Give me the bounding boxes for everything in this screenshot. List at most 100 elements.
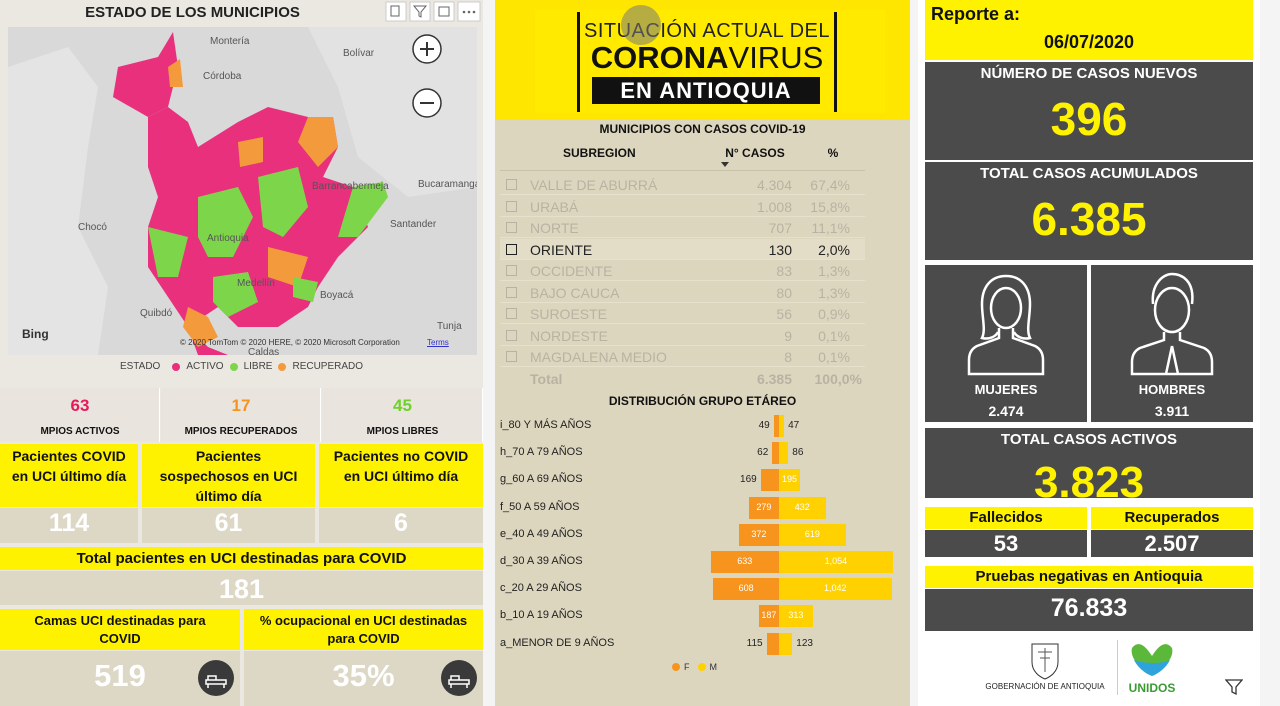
kpi-value: 3.823 [1033, 458, 1145, 507]
icu-card-bg [0, 508, 138, 543]
expand-icon[interactable] [506, 200, 517, 212]
bar [779, 632, 793, 655]
close-overlay[interactable] [621, 5, 661, 45]
value-label: 123 [796, 637, 813, 649]
toolbar[interactable] [385, 1, 482, 23]
map[interactable]: Montería Córdoba Bolívar Bucaramanga Barranc… [8, 27, 477, 355]
kpi-value: 6.385 [1031, 193, 1147, 245]
row-pct: 0,1% [818, 349, 850, 365]
map-shapes [8, 27, 477, 355]
beds-card [0, 609, 240, 650]
report-header [925, 0, 1253, 60]
value-label: 115 [746, 637, 763, 649]
legend-label: LIBRE [243, 361, 273, 372]
bar [710, 551, 779, 573]
category-label: c_20 A 29 AÑOS [500, 582, 582, 595]
map-legend: ESTADO ACTIVO LIBRE RECUPERADO [0, 361, 483, 372]
filter-icon[interactable] [1224, 678, 1244, 696]
icu-card-bg [319, 508, 483, 543]
table-row [500, 260, 865, 281]
legend-label: RECUPERADO [292, 361, 364, 372]
beds-card [244, 609, 483, 650]
gender-title: MUJERES [974, 382, 1038, 397]
map-attribution: © 2020 TomTom © 2020 HERE, © 2020 Micros… [180, 338, 400, 347]
icu-total [0, 547, 483, 570]
zoom-in[interactable] [411, 33, 443, 65]
table-row [500, 346, 865, 367]
row-cases: 130 [768, 241, 792, 258]
expand-icon[interactable] [506, 351, 517, 362]
row-name: BAJO CAUCA [530, 284, 620, 301]
expand-icon[interactable] [506, 286, 517, 298]
value-label: 432 [794, 501, 810, 512]
report-label: Reporte a: [931, 4, 1021, 24]
value-label: 372 [751, 528, 767, 539]
expand-icon[interactable] [506, 308, 517, 319]
beds-title: % ocupacional en UCI destinadas para COV… [259, 613, 468, 646]
expand-icon[interactable] [506, 265, 517, 276]
icu-card [0, 444, 138, 507]
logo-unidos: UNIDOS [1128, 681, 1176, 695]
bar [779, 605, 813, 628]
gender-value: 2.474 [988, 403, 1024, 419]
legend-label: ACTIVO [186, 361, 224, 372]
bar [738, 523, 779, 546]
bar [779, 551, 893, 573]
value-label: 619 [804, 528, 820, 539]
table-row [500, 282, 865, 303]
count-value: 17 [231, 396, 251, 415]
category-label: h_70 A 79 AÑOS [500, 446, 583, 459]
expand-icon[interactable] [506, 179, 517, 190]
expand-icon[interactable] [506, 243, 517, 255]
gender-title: HOMBRES [1138, 382, 1206, 397]
bed-icon [441, 660, 477, 696]
bed-icon [198, 660, 234, 696]
kpi-title: TOTAL CASOS ACUMULADOS [980, 165, 1198, 182]
bar [779, 578, 892, 601]
table-title: MUNICIPIOS CON CASOS COVID-19 [599, 122, 806, 136]
gender-box [1091, 265, 1253, 422]
sort-arrow [721, 162, 729, 167]
value-label: 279 [756, 501, 772, 512]
logo-government: GOBERNACIÓN DE ANTIOQUIA [985, 682, 1105, 691]
bar [772, 442, 779, 465]
category-label: a_MENOR DE 9 AÑOS [500, 636, 615, 649]
row-cases: 4.304 [756, 177, 792, 193]
map-label: Montería [210, 36, 250, 47]
table-header-rule [500, 170, 865, 171]
icu-card-value: 61 [214, 509, 243, 537]
icu-card [319, 444, 483, 507]
banner-rule [577, 12, 580, 112]
tests-box [925, 589, 1253, 631]
map-label: Bucaramanga [418, 179, 477, 190]
legend-dot [697, 663, 706, 671]
kpi-box [925, 162, 1253, 260]
crest-icon [1028, 640, 1062, 680]
beds-value: 35% [332, 658, 395, 693]
row-name: OCCIDENTE [530, 263, 613, 279]
expand-icon[interactable] [506, 222, 517, 233]
icu-card-value: 114 [48, 509, 90, 537]
value-label: 169 [740, 474, 757, 486]
bar [779, 523, 846, 546]
small-kpi-value: 2.507 [1144, 531, 1200, 556]
icu-total-value: 181 [218, 574, 265, 604]
map-terms[interactable]: Terms [427, 338, 449, 347]
chart-title: DISTRIBUCIÓN GRUPO ETÁREO [608, 394, 797, 408]
table-row [500, 217, 865, 238]
expand-icon[interactable] [506, 329, 517, 341]
table-row [500, 196, 865, 217]
zoom-out[interactable] [411, 87, 443, 119]
value-label: 49 [758, 420, 770, 431]
row-cases: 707 [768, 220, 792, 236]
count-label: MPIOS ACTIVOS [40, 426, 120, 437]
category-label: d_30 A 39 AÑOS [500, 555, 583, 567]
tests-title: Pruebas negativas en Antioquia [975, 568, 1203, 585]
bar [766, 632, 779, 655]
value-label: 187 [761, 610, 777, 621]
kpi-value: 396 [1050, 93, 1128, 145]
kpi-title: NÚMERO DE CASOS NUEVOS [980, 65, 1198, 82]
small-kpi-value: 53 [993, 531, 1019, 556]
